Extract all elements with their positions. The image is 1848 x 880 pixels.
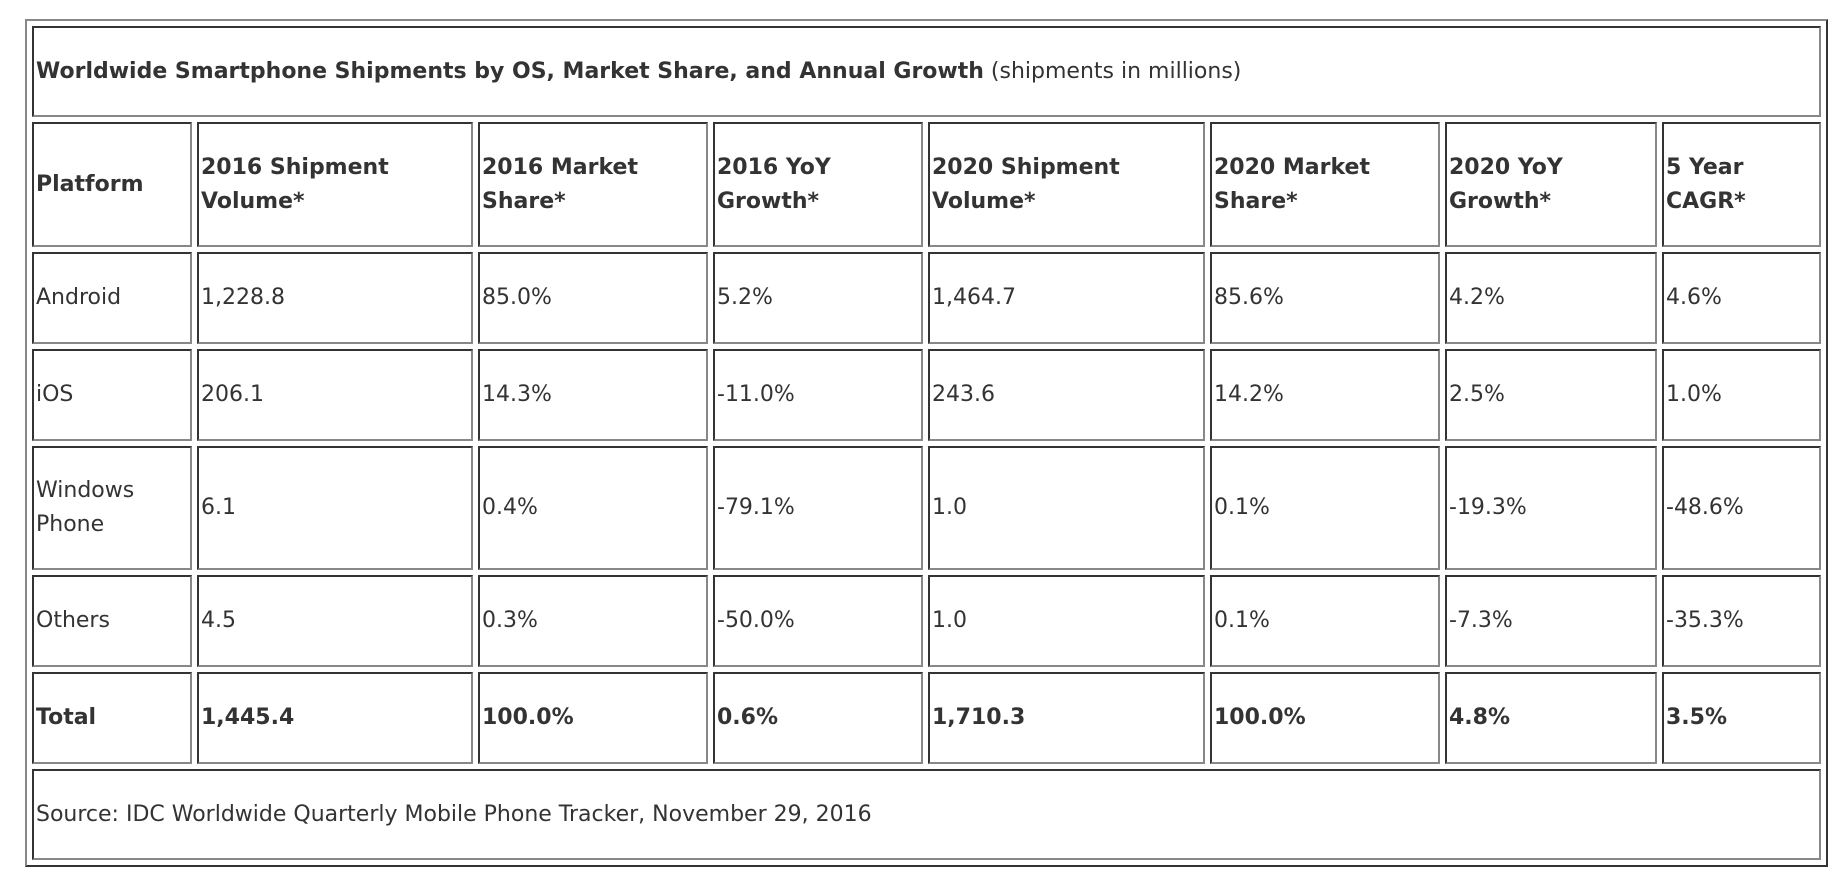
table-row: iOS 206.1 14.3% -11.0% 243.6 14.2% 2.5% 1.0%: [32, 349, 1821, 441]
data-cell: 4.6%: [1662, 252, 1821, 344]
total-cell: 0.6%: [713, 672, 923, 764]
total-cell: 1,445.4: [197, 672, 473, 764]
data-cell: 6.1: [197, 446, 473, 570]
data-cell: -35.3%: [1662, 575, 1821, 667]
column-header: 2016 YoY Growth*: [713, 122, 923, 247]
column-header: Platform: [32, 122, 192, 247]
smartphone-shipments-table: Worldwide Smartphone Shipments by OS, Ma…: [25, 19, 1828, 867]
platform-cell: Others: [32, 575, 192, 667]
table-row: Others 4.5 0.3% -50.0% 1.0 0.1% -7.3% -35.3%: [32, 575, 1821, 667]
platform-cell: iOS: [32, 349, 192, 441]
data-cell: 0.1%: [1210, 446, 1440, 570]
title-main: Worldwide Smartphone Shipments by OS, Ma…: [36, 58, 984, 84]
total-cell: 100.0%: [478, 672, 708, 764]
data-cell: 85.0%: [478, 252, 708, 344]
total-cell: 4.8%: [1445, 672, 1657, 764]
data-cell: 0.4%: [478, 446, 708, 570]
column-header: 2020 YoY Growth*: [1445, 122, 1657, 247]
data-cell: 0.1%: [1210, 575, 1440, 667]
table-row: Windows Phone 6.1 0.4% -79.1% 1.0 0.1% -19.3% -…: [32, 446, 1821, 570]
data-cell: 2.5%: [1445, 349, 1657, 441]
platform-cell: Windows Phone: [32, 446, 192, 570]
column-header: 5 Year CAGR*: [1662, 122, 1821, 247]
data-cell: 1.0%: [1662, 349, 1821, 441]
total-cell: 1,710.3: [928, 672, 1205, 764]
data-cell: -48.6%: [1662, 446, 1821, 570]
data-cell: 0.3%: [478, 575, 708, 667]
total-cell: 3.5%: [1662, 672, 1821, 764]
table-row: Android 1,228.8 85.0% 5.2% 1,464.7 85.6% 4.2% 4…: [32, 252, 1821, 344]
data-cell: -11.0%: [713, 349, 923, 441]
data-cell: 1.0: [928, 446, 1205, 570]
data-cell: 1,228.8: [197, 252, 473, 344]
total-row: Total 1,445.4 100.0% 0.6% 1,710.3 100.0% 4.8% 3…: [32, 672, 1821, 764]
data-cell: 4.5: [197, 575, 473, 667]
source-note: Source: IDC Worldwide Quarterly Mobile P…: [32, 769, 1821, 860]
data-cell: 85.6%: [1210, 252, 1440, 344]
column-header: 2020 Shipment Volume*: [928, 122, 1205, 247]
data-cell: -50.0%: [713, 575, 923, 667]
total-cell: 100.0%: [1210, 672, 1440, 764]
data-cell: -19.3%: [1445, 446, 1657, 570]
title-note: (shipments in millions): [983, 58, 1242, 84]
data-cell: 1.0: [928, 575, 1205, 667]
column-header: 2020 Market Share*: [1210, 122, 1440, 247]
total-label: Total: [32, 672, 192, 764]
data-cell: -79.1%: [713, 446, 923, 570]
column-header: 2016 Shipment Volume*: [197, 122, 473, 247]
data-cell: 1,464.7: [928, 252, 1205, 344]
column-header: 2016 Market Share*: [478, 122, 708, 247]
data-cell: -7.3%: [1445, 575, 1657, 667]
data-cell: 14.3%: [478, 349, 708, 441]
header-row: Platform 2016 Shipment Volume* 2016 Market…: [32, 122, 1821, 247]
platform-cell: Android: [32, 252, 192, 344]
data-cell: 4.2%: [1445, 252, 1657, 344]
data-cell: 243.6: [928, 349, 1205, 441]
data-cell: 5.2%: [713, 252, 923, 344]
table-title: Worldwide Smartphone Shipments by OS, Ma…: [32, 26, 1821, 117]
data-cell: 14.2%: [1210, 349, 1440, 441]
data-cell: 206.1: [197, 349, 473, 441]
